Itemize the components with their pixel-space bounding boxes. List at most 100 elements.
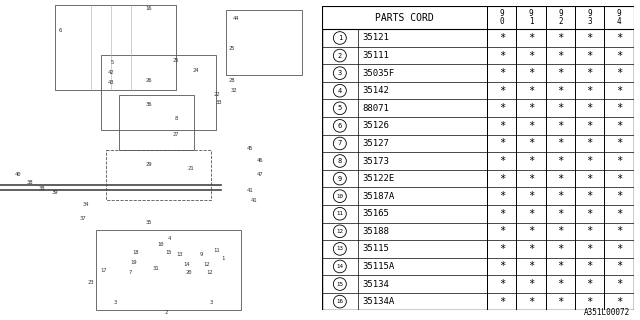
Text: *: * bbox=[616, 244, 622, 254]
Text: *: * bbox=[499, 139, 505, 148]
Text: 45: 45 bbox=[246, 146, 253, 150]
Text: *: * bbox=[616, 279, 622, 289]
Text: *: * bbox=[499, 279, 505, 289]
Text: *: * bbox=[616, 156, 622, 166]
Text: *: * bbox=[616, 103, 622, 113]
Text: *: * bbox=[557, 226, 563, 236]
Text: 2: 2 bbox=[164, 309, 168, 315]
Text: *: * bbox=[557, 209, 563, 219]
Text: *: * bbox=[528, 86, 534, 96]
Text: 9
1: 9 1 bbox=[529, 9, 533, 26]
Text: 38: 38 bbox=[27, 180, 33, 185]
Text: *: * bbox=[499, 33, 505, 43]
Text: 35122E: 35122E bbox=[362, 174, 395, 183]
Text: *: * bbox=[586, 139, 593, 148]
Text: *: * bbox=[557, 279, 563, 289]
Text: *: * bbox=[499, 173, 505, 184]
Text: 3: 3 bbox=[114, 300, 117, 305]
Text: 8: 8 bbox=[175, 116, 178, 121]
Text: 41: 41 bbox=[250, 197, 257, 203]
Text: 2: 2 bbox=[338, 52, 342, 59]
Text: *: * bbox=[499, 209, 505, 219]
Text: 15: 15 bbox=[166, 250, 172, 254]
Text: 14: 14 bbox=[183, 262, 189, 268]
Text: *: * bbox=[528, 244, 534, 254]
Text: *: * bbox=[557, 103, 563, 113]
Text: 39: 39 bbox=[52, 189, 59, 195]
Text: 42: 42 bbox=[108, 69, 114, 75]
Text: *: * bbox=[586, 173, 593, 184]
Text: 35126: 35126 bbox=[362, 121, 389, 130]
Text: *: * bbox=[557, 51, 563, 60]
Text: 35115A: 35115A bbox=[362, 262, 395, 271]
Bar bbox=[106, 150, 211, 200]
Text: 8: 8 bbox=[338, 158, 342, 164]
Text: *: * bbox=[528, 103, 534, 113]
Text: *: * bbox=[616, 139, 622, 148]
Text: 18: 18 bbox=[132, 250, 139, 254]
Text: 47: 47 bbox=[256, 172, 263, 178]
Text: *: * bbox=[528, 68, 534, 78]
Text: *: * bbox=[557, 244, 563, 254]
Text: *: * bbox=[528, 279, 534, 289]
Text: 1: 1 bbox=[221, 255, 225, 260]
Text: *: * bbox=[557, 156, 563, 166]
Text: *: * bbox=[586, 297, 593, 307]
Text: 13: 13 bbox=[337, 246, 343, 252]
Text: 46: 46 bbox=[256, 157, 263, 163]
Text: *: * bbox=[528, 297, 534, 307]
Text: *: * bbox=[557, 68, 563, 78]
Text: A351L00072: A351L00072 bbox=[584, 308, 630, 317]
Text: 7: 7 bbox=[129, 269, 132, 275]
Text: 10: 10 bbox=[157, 243, 164, 247]
Text: *: * bbox=[557, 121, 563, 131]
Text: 35134A: 35134A bbox=[362, 297, 395, 306]
Text: 33: 33 bbox=[216, 100, 223, 106]
Bar bbox=[227, 10, 302, 75]
Text: 35127: 35127 bbox=[362, 139, 389, 148]
Text: *: * bbox=[616, 86, 622, 96]
Text: 31: 31 bbox=[153, 266, 159, 270]
Text: 27: 27 bbox=[173, 132, 179, 138]
Text: 5: 5 bbox=[111, 60, 115, 65]
Text: 25: 25 bbox=[173, 58, 179, 62]
Text: 35142: 35142 bbox=[362, 86, 389, 95]
Text: 35111: 35111 bbox=[362, 51, 389, 60]
Text: *: * bbox=[586, 279, 593, 289]
Text: *: * bbox=[586, 226, 593, 236]
Text: *: * bbox=[528, 226, 534, 236]
Text: *: * bbox=[586, 103, 593, 113]
Text: 16: 16 bbox=[337, 299, 343, 304]
Text: 9
2: 9 2 bbox=[558, 9, 563, 26]
Text: 13: 13 bbox=[176, 252, 182, 258]
Text: *: * bbox=[557, 297, 563, 307]
Text: 40: 40 bbox=[15, 172, 21, 178]
Text: 36: 36 bbox=[146, 102, 152, 108]
Text: 35: 35 bbox=[146, 220, 152, 225]
Text: 11: 11 bbox=[337, 211, 343, 216]
Text: *: * bbox=[528, 139, 534, 148]
Text: 3: 3 bbox=[210, 300, 213, 305]
Text: *: * bbox=[586, 191, 593, 201]
Text: *: * bbox=[499, 121, 505, 131]
Text: 3: 3 bbox=[338, 70, 342, 76]
Text: 7: 7 bbox=[338, 140, 342, 147]
Text: *: * bbox=[499, 261, 505, 271]
Text: *: * bbox=[499, 103, 505, 113]
Text: 6: 6 bbox=[338, 123, 342, 129]
Bar bbox=[55, 5, 176, 90]
Text: 35188: 35188 bbox=[362, 227, 389, 236]
Text: 35187A: 35187A bbox=[362, 192, 395, 201]
Text: *: * bbox=[557, 86, 563, 96]
Bar bbox=[100, 55, 216, 130]
Text: 9: 9 bbox=[200, 252, 203, 258]
Text: *: * bbox=[616, 68, 622, 78]
Text: 35121: 35121 bbox=[362, 34, 389, 43]
Text: *: * bbox=[557, 261, 563, 271]
Text: 37: 37 bbox=[79, 215, 86, 220]
Text: 12: 12 bbox=[203, 262, 209, 268]
Text: 32: 32 bbox=[230, 87, 237, 92]
Text: *: * bbox=[586, 33, 593, 43]
Text: 9: 9 bbox=[338, 176, 342, 181]
Text: *: * bbox=[528, 33, 534, 43]
